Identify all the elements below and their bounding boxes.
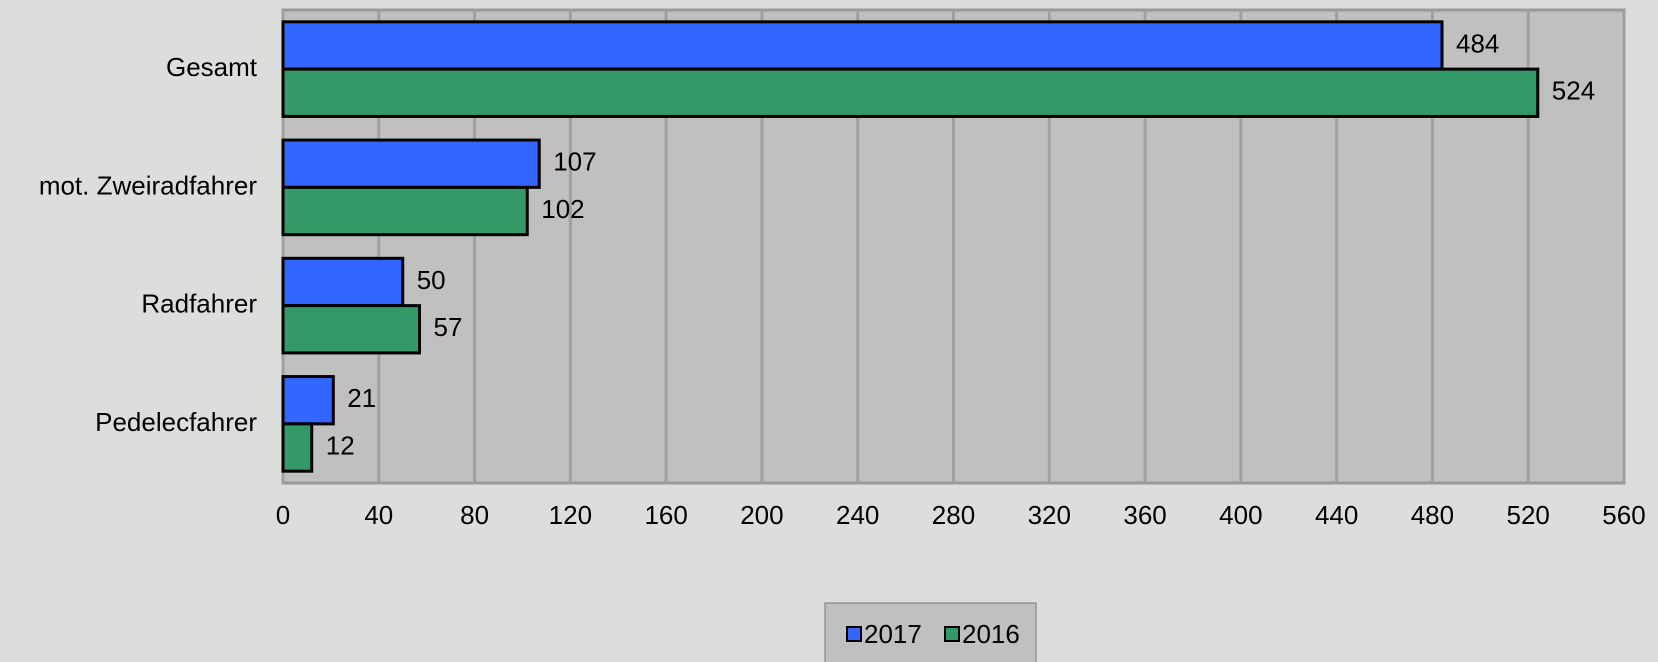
legend-swatch [846, 626, 862, 642]
data-label: 107 [553, 147, 596, 177]
x-tick-label: 520 [1507, 500, 1550, 530]
y-tick-label: mot. Zweiradfahrer [39, 170, 258, 200]
x-tick-label: 440 [1315, 500, 1358, 530]
x-tick-label: 480 [1411, 500, 1454, 530]
x-tick-label: 40 [364, 500, 393, 530]
x-tick-label: 360 [1123, 500, 1166, 530]
y-tick-label: Pedelecfahrer [95, 407, 257, 437]
x-tick-label: 200 [740, 500, 783, 530]
data-label: 50 [417, 265, 446, 295]
x-tick-label: 160 [644, 500, 687, 530]
data-label: 21 [347, 383, 376, 413]
bar [281, 67, 1540, 118]
data-label: 484 [1456, 28, 1499, 58]
bar [281, 20, 1444, 71]
x-tick-label: 0 [276, 500, 290, 530]
x-tick-label: 560 [1602, 500, 1645, 530]
bar [281, 256, 405, 308]
x-tick-label: 120 [549, 500, 592, 530]
bar [281, 304, 421, 355]
y-tick-label: Radfahrer [141, 289, 257, 319]
bar [281, 138, 541, 189]
bar [281, 185, 529, 237]
legend-label: 2017 [864, 619, 922, 649]
legend-swatch [944, 626, 960, 642]
x-tick-label: 280 [932, 500, 975, 530]
legend-label: 2016 [962, 619, 1020, 649]
data-label: 524 [1552, 76, 1595, 106]
x-tick-label: 80 [460, 500, 489, 530]
x-tick-label: 320 [1028, 500, 1071, 530]
bar [281, 422, 314, 473]
data-label: 57 [433, 312, 462, 342]
x-tick-label: 400 [1219, 500, 1262, 530]
x-tick-label: 240 [836, 500, 879, 530]
bar [281, 375, 335, 426]
data-label: 12 [326, 430, 355, 460]
data-label: 102 [541, 194, 584, 224]
y-tick-label: Gesamt [166, 52, 258, 82]
